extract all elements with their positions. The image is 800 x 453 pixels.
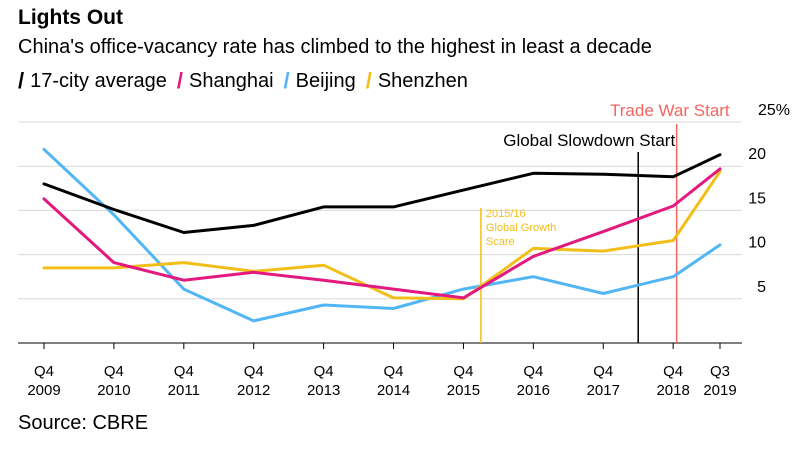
x-tick-label-quarter: Q3 <box>710 363 730 380</box>
legend-swatch-beijing: / <box>283 68 290 93</box>
x-tick-label-year: 2010 <box>97 382 130 399</box>
legend-item-shanghai: / Shanghai <box>177 68 274 94</box>
legend-swatch-shenzhen: / <box>365 68 372 93</box>
x-tick-label-quarter: Q4 <box>384 363 404 380</box>
y-axis-unit-label: 25% <box>758 102 790 119</box>
x-tick-label-year: 2019 <box>703 382 736 399</box>
x-tick-label-year: 2017 <box>587 382 620 399</box>
x-tick-label-year: 2016 <box>517 382 550 399</box>
chart-subtitle: China's office-vacancy rate has climbed … <box>18 36 652 58</box>
legend: / 17-city average / Shanghai / Beijing /… <box>18 68 478 94</box>
x-tick-label-year: 2012 <box>237 382 270 399</box>
x-tick-label-year: 2013 <box>307 382 340 399</box>
x-tick-label-quarter: Q4 <box>523 363 543 380</box>
legend-label: Shenzhen <box>377 69 468 92</box>
event-label-growth-scare: 2015/16 <box>486 208 526 220</box>
series-line-17-city-average <box>42 153 722 234</box>
x-tick-label-quarter: Q4 <box>244 363 264 380</box>
x-tick-label-quarter: Q4 <box>174 363 194 380</box>
chart-title: Lights Out <box>18 6 123 29</box>
x-tick-label-quarter: Q4 <box>593 363 613 380</box>
legend-swatch-shanghai: / <box>176 68 183 93</box>
legend-item-17-city-average: / 17-city average <box>18 68 167 94</box>
x-tick-label-quarter: Q4 <box>34 363 54 380</box>
series-line-shenzhen <box>42 170 722 301</box>
x-tick-label-year: 2009 <box>27 382 60 399</box>
x-tick-label-quarter: Q4 <box>663 363 683 380</box>
series-line-shanghai <box>42 167 722 300</box>
x-tick-label-quarter: Q4 <box>453 363 473 380</box>
x-tick-label-quarter: Q4 <box>314 363 334 380</box>
y-tick-label: 5 <box>757 279 766 296</box>
source-note: Source: CBRE <box>18 412 149 434</box>
event-label-growth-scare: Global Growth <box>486 222 556 234</box>
legend-label: Shanghai <box>189 69 274 92</box>
legend-label: Beijing <box>295 69 356 92</box>
x-tick-label-year: 2015 <box>447 382 480 399</box>
y-tick-label: 15 <box>748 190 766 207</box>
legend-swatch-17-city-average: / <box>18 68 25 93</box>
legend-item-shenzhen: / Shenzhen <box>366 68 468 94</box>
x-tick-label-quarter: Q4 <box>104 363 124 380</box>
legend-item-beijing: / Beijing <box>284 68 356 94</box>
event-label-growth-scare: Scare <box>486 236 515 248</box>
x-tick-label-year: 2018 <box>656 382 689 399</box>
x-tick-label-year: 2011 <box>168 382 200 399</box>
y-tick-label: 10 <box>748 235 766 252</box>
legend-label: 17-city average <box>30 69 167 92</box>
event-label-trade-war: Trade War Start <box>610 101 730 120</box>
x-tick-label-year: 2014 <box>377 382 410 399</box>
y-tick-label: 20 <box>748 146 766 163</box>
event-label-global-slowdown: Global Slowdown Start <box>503 131 675 150</box>
